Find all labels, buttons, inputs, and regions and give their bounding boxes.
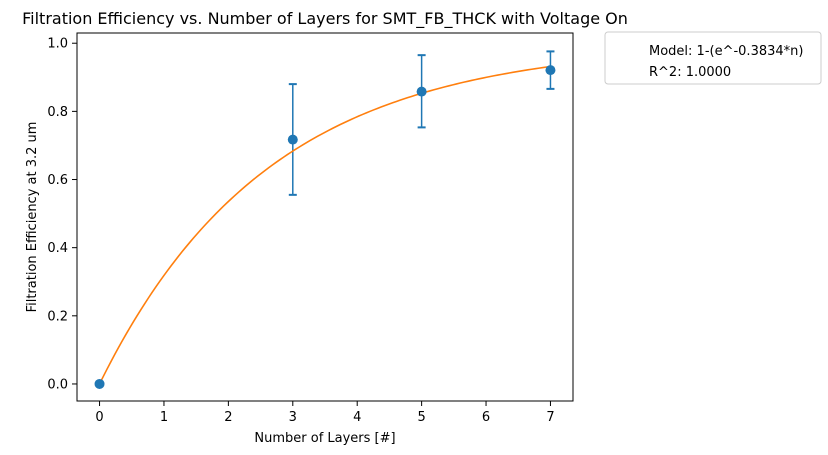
x-tick-label: 7: [546, 410, 554, 425]
plot-area: [94, 50, 556, 389]
x-tick-label: 0: [95, 410, 103, 425]
x-tick-label: 4: [353, 410, 361, 425]
x-tick-label: 6: [482, 410, 490, 425]
y-tick-label: 1.0: [47, 37, 68, 52]
data-point: [545, 65, 556, 76]
x-tick-label: 2: [224, 410, 232, 425]
y-axis: 0.0 0.2 0.4 0.6 0.8 1.0: [47, 37, 77, 392]
x-axis-label: Number of Layers [#]: [254, 431, 395, 446]
chart-title: Filtration Efficiency vs. Number of Laye…: [22, 9, 628, 29]
data-point: [287, 134, 298, 145]
model-fit-line: [98, 65, 551, 385]
y-tick-label: 0.6: [47, 173, 68, 188]
y-tick-label: 0.0: [47, 377, 68, 392]
x-tick-label: 5: [417, 410, 425, 425]
x-tick-label: 3: [289, 410, 297, 425]
y-tick-label: 0.4: [47, 241, 68, 256]
y-tick-label: 0.2: [47, 309, 68, 324]
data-point: [94, 378, 105, 389]
legend: Model: 1-(e^-0.3834*n) R^2: 1.0000: [604, 31, 822, 85]
data-point: [416, 86, 427, 97]
legend-box: [604, 31, 822, 85]
legend-entry-model: Model: 1-(e^-0.3834*n): [649, 44, 803, 59]
x-axis: 0 1 2 3 4 5 6 7: [95, 401, 555, 425]
legend-entry-r2: R^2: 1.0000: [649, 65, 731, 80]
y-tick-label: 0.8: [47, 105, 68, 120]
y-axis-label: Filtration Efficiency at 3.2 um: [25, 122, 40, 313]
plot-frame: [76, 32, 574, 402]
x-tick-label: 1: [160, 410, 168, 425]
